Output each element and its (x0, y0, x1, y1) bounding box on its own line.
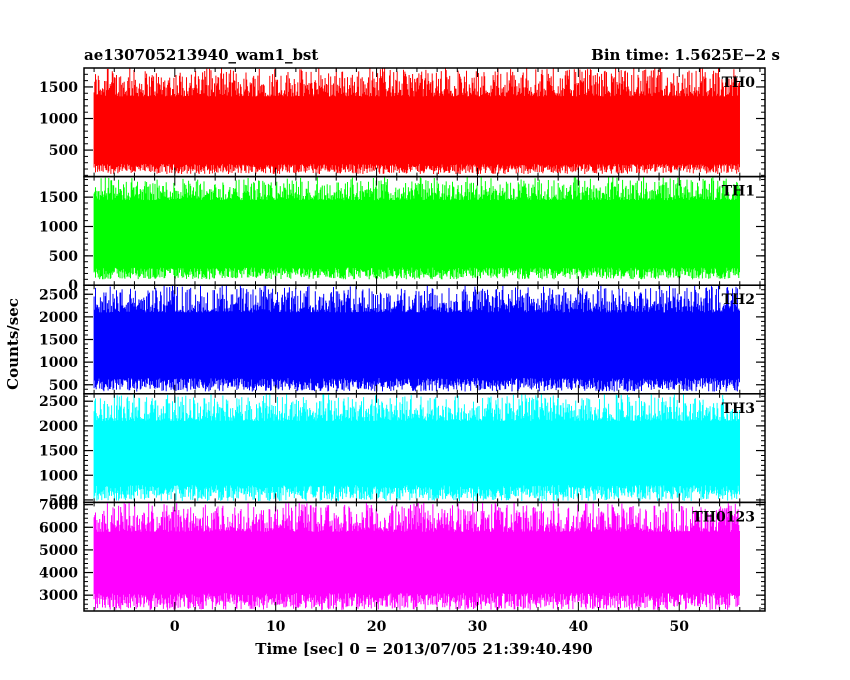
y-tick-label: 2000 (39, 419, 78, 435)
channel-label: TH0123 (692, 509, 755, 525)
y-tick-label: 1500 (39, 444, 78, 460)
series-th1 (93, 176, 740, 280)
series-th0 (93, 68, 740, 175)
panel-th3: 500 1000 1500 2000 2500 TH3 (39, 393, 766, 509)
plot-title-right: Bin time: 1.5625E−2 s (591, 46, 780, 64)
y-tick-label: 5000 (39, 543, 78, 559)
x-tick-label: 30 (468, 619, 488, 635)
x-tick-label: 50 (670, 619, 690, 635)
panels: 500 1000 1500 TH0 0 500 1000 1500 TH1 500 1000 1500… (39, 67, 766, 612)
y-tick-label: 1000 (39, 355, 78, 371)
y-tick-label: 1500 (39, 80, 78, 96)
y-tick-label: 2500 (39, 394, 78, 410)
y-tick-label: 1000 (39, 468, 78, 484)
plot-title-left: ae130705213940_wam1_bst (84, 46, 318, 64)
y-tick-label: 2500 (39, 287, 78, 303)
x-axis: 0 10 20 30 40 50 (170, 619, 689, 635)
y-tick-label: 3000 (39, 588, 78, 604)
panel-frame (83, 501, 766, 612)
channel-label: TH2 (722, 292, 755, 308)
y-tick-label: 500 (49, 378, 78, 394)
y-tick-label: 500 (49, 249, 78, 265)
channel-label: TH3 (722, 401, 755, 417)
panel-th2: 500 1000 1500 2000 2500 TH2 (39, 284, 766, 395)
y-tick-label: 1500 (39, 190, 78, 206)
panel-th1: 0 500 1000 1500 TH1 (39, 175, 766, 294)
y-tick-label: 500 (49, 143, 78, 159)
x-tick-label: 40 (569, 619, 589, 635)
y-tick-label: 0 (68, 278, 78, 294)
y-tick-label: 1000 (39, 112, 78, 128)
y-tick-label: 4000 (39, 566, 78, 582)
panel-th0123: 3000 4000 5000 6000 7000 TH0123 (39, 498, 766, 612)
y-axis-label: Counts/sec (4, 298, 22, 390)
channel-label: TH1 (722, 184, 755, 200)
y-tick-label: 2000 (39, 310, 78, 326)
y-tick-label: 6000 (39, 520, 78, 536)
channel-label: TH0 (722, 75, 756, 91)
x-tick-label: 20 (367, 619, 387, 635)
series-th0123 (93, 502, 740, 610)
y-tick-label: 1000 (39, 219, 78, 235)
y-tick-label: 500 (49, 493, 78, 509)
x-tick-label: 0 (170, 619, 180, 635)
y-tick-label: 7000 (39, 498, 78, 514)
series-th2 (93, 285, 740, 392)
panel-th0: 500 1000 1500 TH0 (39, 67, 766, 178)
x-tick-label: 10 (266, 619, 286, 635)
x-axis-label: Time [sec] 0 = 2013/07/05 21:39:40.490 (255, 640, 592, 658)
series-th3 (93, 393, 740, 501)
y-tick-label: 1500 (39, 333, 78, 349)
